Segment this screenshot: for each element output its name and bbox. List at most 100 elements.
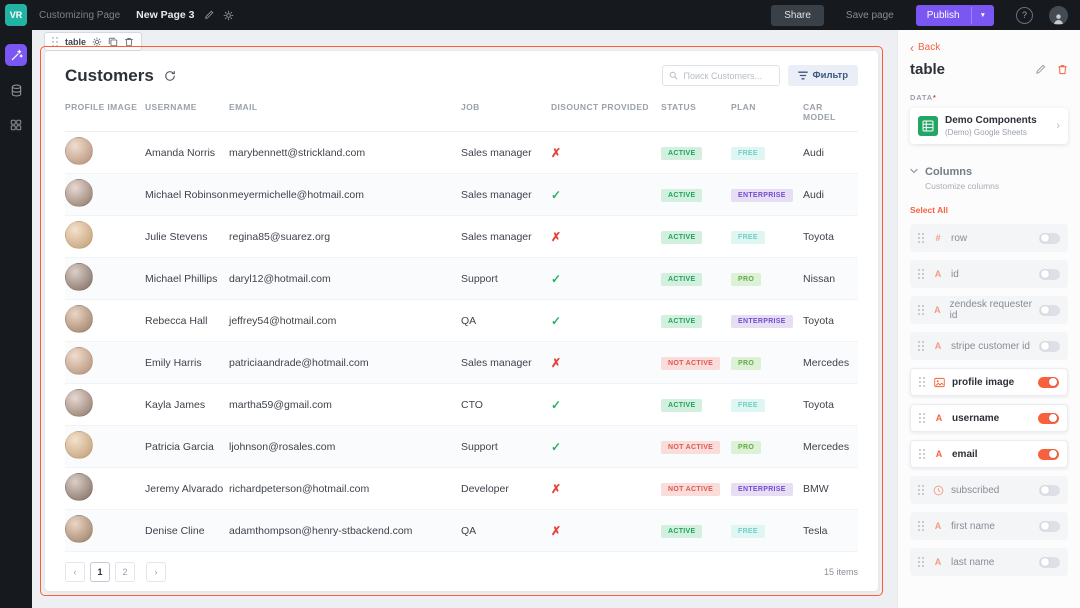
table-row[interactable]: Denise Cline adamthompson@henry-stbacken… (65, 510, 858, 552)
edit-page-name-icon[interactable] (204, 10, 214, 20)
field-toggle[interactable] (1039, 268, 1060, 280)
component-selection-outline[interactable]: Customers Фильтр PROFILE IMAGE USERNAME EM… (40, 46, 883, 596)
delete-component-icon[interactable] (1057, 64, 1068, 75)
filter-button[interactable]: Фильтр (787, 65, 858, 86)
table-row[interactable]: Emily Harris patriciaandrade@hotmail.com… (65, 342, 858, 384)
cell-job: Support (461, 272, 498, 285)
discount-mark-icon: ✗ (551, 145, 562, 160)
table-row[interactable]: Jeremy Alvarado richardpeterson@hotmail.… (65, 468, 858, 510)
data-source-card[interactable]: Demo Components (Demo) Google Sheets › (910, 108, 1068, 144)
table-row[interactable]: Julie Stevens regina85@suarez.org Sales … (65, 216, 858, 258)
column-field-row[interactable]: A first name (910, 512, 1068, 540)
sidebar-item-data[interactable] (5, 79, 27, 101)
table-row[interactable]: Kayla James martha59@gmail.com CTO ✓ ACT… (65, 384, 858, 426)
column-header: EMAIL (229, 102, 258, 112)
avatar (65, 179, 93, 207)
cell-car-model: Audi (803, 146, 825, 159)
save-page-button[interactable]: Save page (840, 9, 900, 22)
publish-label[interactable]: Publish (926, 9, 960, 21)
field-label: email (952, 448, 978, 460)
discount-mark-icon: ✗ (551, 523, 562, 538)
drag-handle-icon[interactable] (919, 413, 926, 423)
column-field-row[interactable]: subscribed (910, 476, 1068, 504)
drag-handle-icon[interactable] (919, 449, 926, 459)
text-field-icon: A (934, 341, 942, 351)
component-duplicate-icon[interactable] (108, 37, 118, 47)
page-settings-icon[interactable] (223, 10, 234, 21)
back-link[interactable]: ‹ Back (910, 42, 1068, 54)
sidebar-item-components[interactable] (5, 44, 27, 66)
pagination-page-button[interactable]: 1 (90, 562, 110, 582)
share-button[interactable]: Share (771, 4, 824, 26)
field-toggle[interactable] (1039, 340, 1060, 352)
cell-car-model: Mercedes (803, 440, 850, 453)
column-field-row[interactable]: # row (910, 224, 1068, 252)
app-logo[interactable]: VR (5, 4, 27, 26)
field-toggle[interactable] (1039, 520, 1060, 532)
page-name[interactable]: New Page 3 (136, 9, 195, 21)
field-toggle[interactable] (1039, 484, 1060, 496)
field-toggle[interactable] (1039, 556, 1060, 568)
cell-job: Sales manager (461, 230, 532, 243)
column-field-row[interactable]: A email (910, 440, 1068, 468)
column-field-row[interactable]: A stripe customer id (910, 332, 1068, 360)
plan-badge: FREE (731, 398, 765, 412)
avatar (65, 515, 93, 543)
table-row[interactable]: Patricia Garcia ljohnson@rosales.com Sup… (65, 426, 858, 468)
panel-title: table (910, 61, 946, 78)
publish-button[interactable]: Publish ▼ (915, 4, 994, 26)
pagination-prev-button[interactable]: ‹ (65, 562, 85, 582)
column-field-row[interactable]: A last name (910, 548, 1068, 576)
pagination-page-button[interactable]: 2 (115, 562, 135, 582)
drag-handle-icon[interactable] (918, 485, 925, 495)
columns-section-header[interactable]: Columns Customize columns (910, 166, 1068, 191)
field-toggle[interactable] (1038, 448, 1059, 460)
column-header: PLAN (731, 102, 756, 112)
plan-badge: FREE (731, 524, 765, 538)
field-label: row (951, 232, 968, 244)
column-field-row[interactable]: A zendesk requester id (910, 296, 1068, 324)
hash-field-icon: # (935, 233, 941, 243)
drag-handle-icon[interactable] (919, 377, 926, 387)
user-avatar[interactable] (1049, 5, 1068, 25)
select-all-link[interactable]: Select All (910, 205, 948, 215)
sidebar-item-pages[interactable] (5, 114, 27, 136)
table-row[interactable]: Amanda Norris marybennett@strickland.com… (65, 132, 858, 174)
drag-handle-icon[interactable] (918, 521, 925, 531)
drag-handle-icon[interactable] (918, 341, 925, 351)
search-input[interactable] (681, 69, 773, 82)
drag-handle-icon[interactable] (52, 36, 59, 47)
rename-component-icon[interactable] (1035, 64, 1046, 75)
component-settings-icon[interactable] (92, 37, 102, 47)
field-label: zendesk requester id (949, 299, 1032, 321)
column-field-row[interactable]: A id (910, 260, 1068, 288)
field-toggle[interactable] (1039, 304, 1060, 316)
pagination-next-button[interactable]: › (146, 562, 166, 582)
table-row[interactable]: Michael Phillips daryl12@hotmail.com Sup… (65, 258, 858, 300)
drag-handle-icon[interactable] (918, 305, 925, 315)
refresh-icon[interactable] (164, 70, 176, 82)
field-toggle[interactable] (1038, 412, 1059, 424)
drag-handle-icon[interactable] (918, 557, 925, 567)
cell-email: jeffrey54@hotmail.com (229, 314, 337, 327)
field-toggle[interactable] (1039, 232, 1060, 244)
column-field-row[interactable]: profile image (910, 368, 1068, 396)
help-icon[interactable]: ? (1016, 6, 1033, 24)
component-delete-icon[interactable] (124, 37, 134, 47)
publish-caret-icon[interactable]: ▼ (970, 6, 994, 24)
column-header: DISOUNCT PROVIDED (551, 102, 649, 112)
database-icon (11, 84, 21, 96)
image-field-icon (933, 377, 945, 388)
field-toggle[interactable] (1038, 376, 1059, 388)
discount-mark-icon: ✗ (551, 481, 562, 496)
drag-handle-icon[interactable] (918, 233, 925, 243)
drag-handle-icon[interactable] (918, 269, 925, 279)
chevron-down-icon[interactable] (910, 168, 918, 174)
table-component: Customers Фильтр PROFILE IMAGE USERNAME EM… (45, 51, 878, 591)
table-row[interactable]: Rebecca Hall jeffrey54@hotmail.com QA ✓ … (65, 300, 858, 342)
cell-username: Patricia Garcia (145, 440, 214, 453)
filter-icon (797, 71, 808, 80)
status-badge: ACTIVE (661, 146, 703, 160)
table-row[interactable]: Michael Robinson meyermichelle@hotmail.c… (65, 174, 858, 216)
column-field-row[interactable]: A username (910, 404, 1068, 432)
